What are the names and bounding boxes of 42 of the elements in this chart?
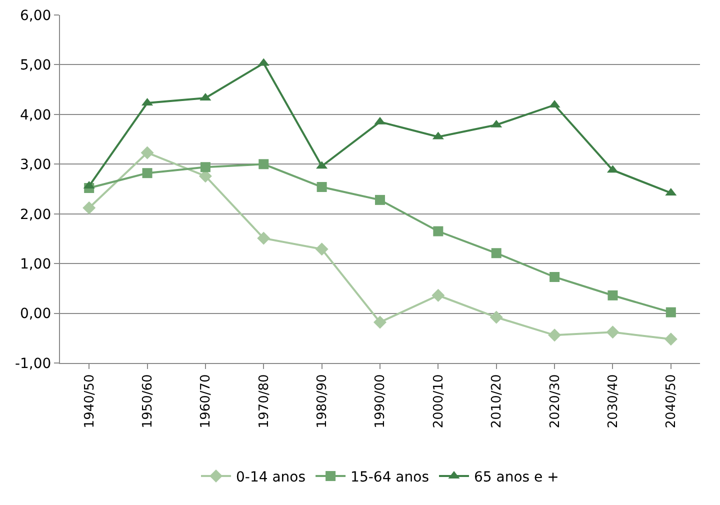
x-tick-label: 1980/90: [315, 374, 330, 428]
y-tick-label: 1,00: [20, 256, 52, 272]
point: [490, 310, 503, 324]
point: [375, 194, 385, 205]
x-tick-label: 2030/40: [606, 374, 621, 428]
point: [608, 290, 618, 300]
y-tick-label: 2,00: [20, 206, 52, 223]
y-tick-label: 6,00: [20, 8, 52, 24]
point: [664, 332, 678, 346]
x-tick-label: 2000/10: [431, 374, 446, 428]
point: [142, 168, 152, 178]
legend-label: 15-64 anos: [350, 470, 429, 486]
point: [606, 326, 620, 339]
point: [257, 232, 270, 245]
x-tick-label: 1970/80: [256, 374, 272, 428]
x-tick-label: 1960/70: [198, 374, 214, 428]
y-tick-label: 0,00: [20, 306, 52, 322]
x-tick-label: 1990/00: [373, 374, 388, 428]
x-tick-label: 2020/30: [548, 374, 563, 428]
x-tick-label: 1940/50: [82, 374, 98, 428]
point: [491, 248, 502, 258]
x-tick-label: 1950/60: [140, 374, 156, 428]
point: [140, 146, 154, 160]
y-tick-label: 4,00: [20, 107, 52, 124]
point: [82, 201, 96, 214]
point: [316, 182, 327, 192]
point: [315, 242, 328, 256]
point: [200, 162, 210, 172]
y-tick-label: -1,00: [14, 356, 52, 372]
point: [258, 159, 269, 170]
y-tick-label: 3,00: [20, 157, 52, 174]
y-tick-label: 5,00: [20, 58, 52, 74]
legend-label: 65 anos e +: [474, 470, 559, 486]
x-tick-label: 2010/20: [490, 374, 505, 428]
point: [433, 226, 444, 236]
point: [432, 288, 445, 302]
point: [374, 316, 386, 329]
point: [666, 307, 676, 318]
legend-label: 0-14 anos: [236, 470, 306, 486]
point: [550, 272, 560, 282]
x-tick-label: 2040/50: [664, 374, 680, 428]
point: [548, 328, 562, 342]
